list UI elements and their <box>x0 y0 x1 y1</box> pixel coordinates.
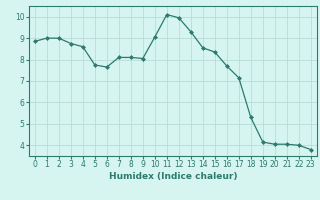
X-axis label: Humidex (Indice chaleur): Humidex (Indice chaleur) <box>108 172 237 181</box>
